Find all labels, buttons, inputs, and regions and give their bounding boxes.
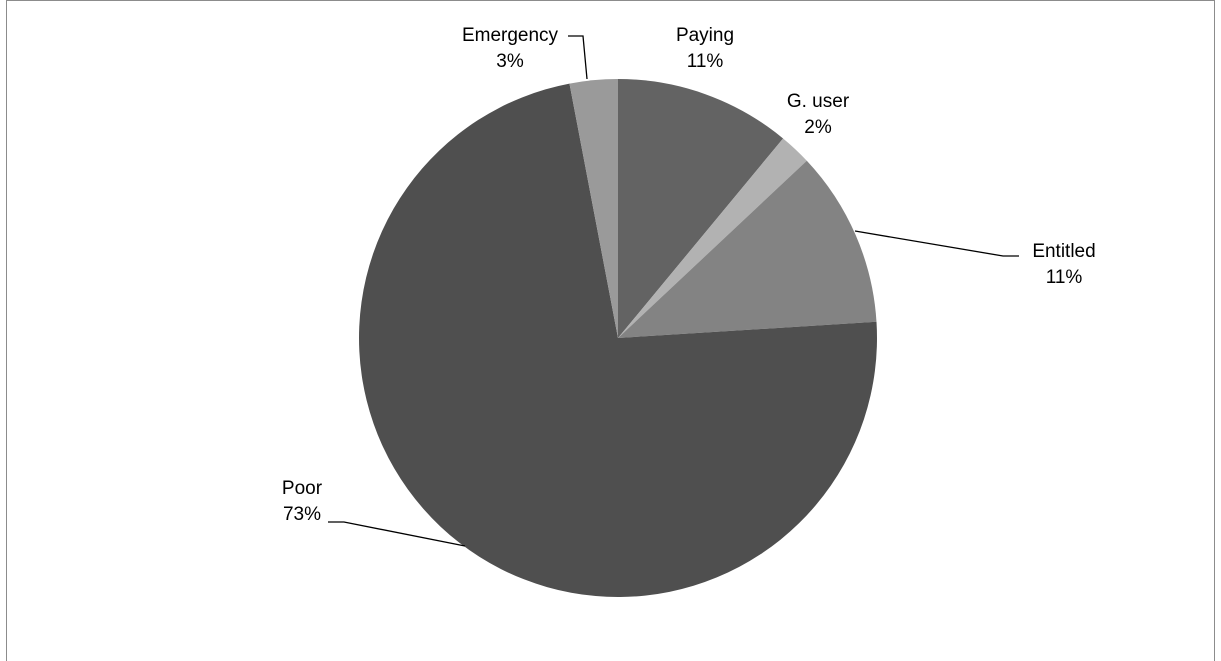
- slice-label-name-entitled: Entitled: [1032, 241, 1095, 262]
- pie-slice-paying: [618, 79, 784, 338]
- pie-slice-g-user: [618, 138, 807, 338]
- slice-label-pct-g-user: 2%: [804, 117, 832, 138]
- slice-label-pct-emergency: 3%: [496, 51, 524, 72]
- pie-slice-emergency: [569, 79, 618, 338]
- pie-slice-poor: [359, 83, 878, 598]
- slice-label-pct-poor: 73%: [283, 504, 321, 525]
- slice-label-pct-entitled: 11%: [1046, 267, 1083, 288]
- pie-slices: [359, 79, 878, 598]
- slice-label-name-paying: Paying: [676, 25, 734, 46]
- slice-label-name-poor: Poor: [282, 478, 323, 499]
- slice-label-pct-paying: 11%: [687, 51, 724, 72]
- leader-line-emergency: [568, 35, 588, 80]
- leader-line-entitled: [854, 230, 1019, 257]
- leader-line-poor: [328, 521, 466, 547]
- slice-labels: Paying 11% G. user 2% Entitled 11% Poor 73% Emer…: [282, 25, 1096, 525]
- slice-label-name-emergency: Emergency: [462, 25, 559, 46]
- leader-lines: [328, 35, 1019, 547]
- slice-label-name-g-user: G. user: [787, 91, 850, 112]
- pie-slice-entitled: [618, 160, 877, 338]
